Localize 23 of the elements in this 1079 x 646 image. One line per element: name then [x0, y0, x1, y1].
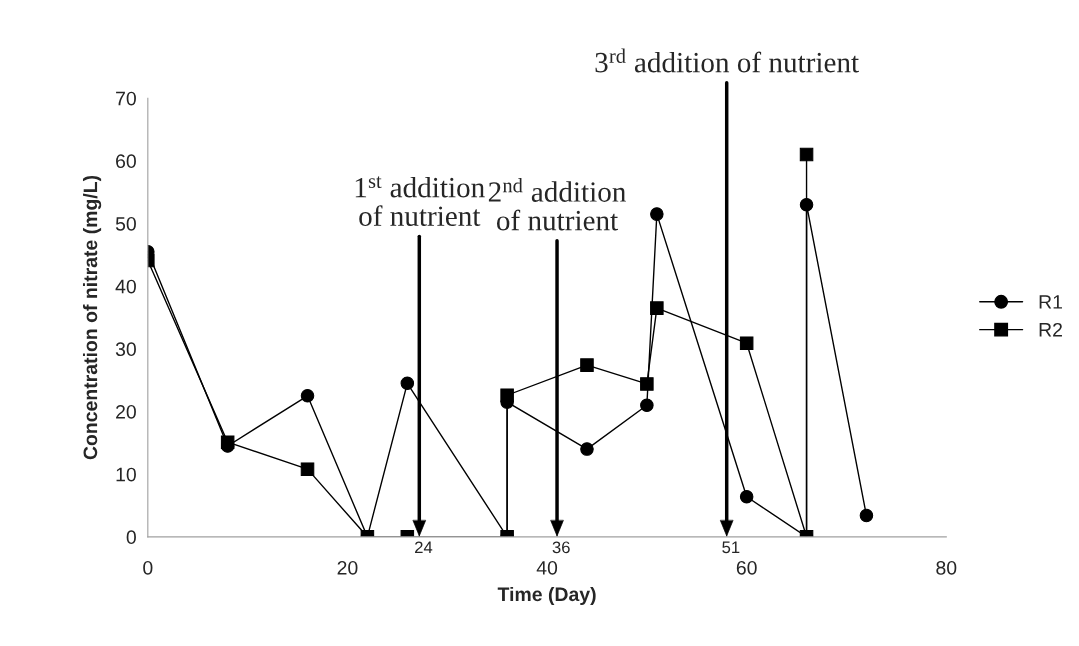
x-tick-label: 20: [337, 560, 358, 575]
ref-line-label: 3$^{rd}$ addition of nutrient: [595, 48, 859, 73]
x-tick-label: 40: [536, 560, 558, 575]
y-tick-label: 60: [116, 154, 136, 169]
y-tick-label: 20: [116, 404, 136, 419]
y-tick-label: 70: [116, 91, 136, 106]
y-tick-label: 30: [115, 342, 136, 357]
y-tick-label: 10: [116, 467, 136, 482]
y-tick-label: 40: [115, 279, 136, 294]
y-axis-title: Concentration of nitrate (mg/L): [82, 175, 102, 460]
y-tick-label: 0: [126, 530, 136, 545]
x-tick-label: 0: [143, 560, 153, 575]
x-axis-title: Time (Day): [497, 586, 596, 606]
x-tick-label: 80: [936, 560, 957, 575]
legend-label: R1: [1039, 295, 1062, 309]
x-tick-label: 60: [736, 560, 757, 575]
text: 24: [415, 541, 433, 554]
ref-line-label: 2$^{nd}$ addition of nutrient: [488, 178, 626, 231]
ref-line-label: 1$^{st}$ addition of nutrient: [355, 176, 485, 227]
text: 51: [722, 541, 740, 554]
legend-label: R2: [1039, 322, 1062, 337]
y-tick-label: 50: [115, 216, 136, 231]
text: 36: [552, 541, 570, 554]
